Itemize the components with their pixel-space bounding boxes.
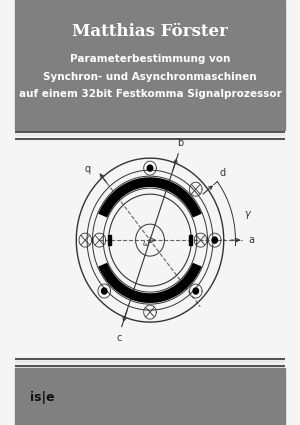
Text: a: a [248,235,254,245]
Text: $\omega$: $\omega$ [142,238,150,248]
Ellipse shape [101,288,107,294]
Text: b: b [177,138,184,147]
Text: $\gamma$: $\gamma$ [244,209,253,221]
Text: Parameterbestimmung von: Parameterbestimmung von [70,54,230,64]
Bar [189,235,192,245]
Text: auf einem 32bit Festkomma Signalprozessor: auf einem 32bit Festkomma Signalprozesso… [19,89,281,99]
Bar [108,235,111,245]
Text: Synchron- und Asynchronmaschinen: Synchron- und Asynchronmaschinen [43,71,257,82]
Bar [15,368,285,425]
Ellipse shape [147,165,153,171]
Text: Matthias Förster: Matthias Förster [72,23,228,40]
Text: d: d [220,168,226,178]
Text: is|e: is|e [30,391,54,404]
Text: q: q [85,164,91,174]
Ellipse shape [212,237,218,243]
Ellipse shape [193,288,199,294]
Bar [15,0,285,130]
Text: c: c [117,333,122,343]
